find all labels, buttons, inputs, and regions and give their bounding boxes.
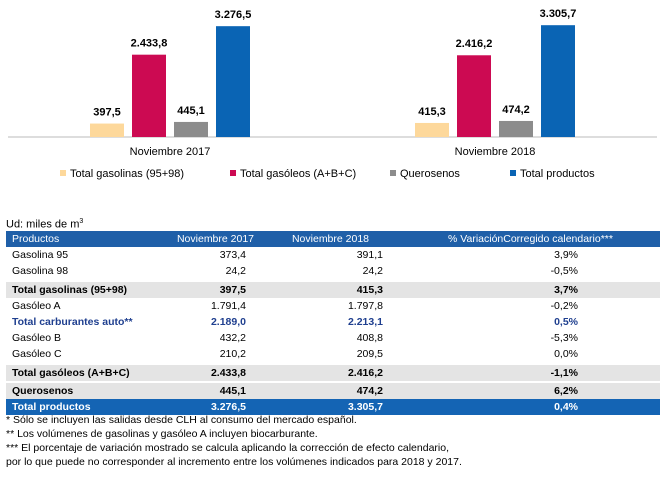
table-cell: 415,3 bbox=[260, 279, 395, 298]
table-cell: -5,3% bbox=[550, 332, 578, 345]
value-label: 2.433,8 bbox=[131, 38, 168, 50]
table-cell: -0,5% bbox=[550, 265, 578, 278]
table-cell: 391,1 bbox=[356, 249, 383, 262]
table-cell: 3.305,7 bbox=[260, 398, 395, 416]
header-cell: Noviembre 2017 bbox=[165, 231, 260, 248]
legend-label: Total gasóleos (A+B+C) bbox=[240, 168, 356, 180]
bar bbox=[457, 55, 491, 137]
table-cell: Total carburantes auto** bbox=[12, 316, 133, 329]
bar bbox=[216, 26, 250, 137]
note: *** El porcentaje de variación mostrado … bbox=[6, 442, 450, 454]
table-cell: 0,4% bbox=[395, 398, 660, 416]
legend-label: Querosenos bbox=[400, 168, 460, 180]
table-cell: 2.213,1 bbox=[347, 316, 383, 329]
table-row: Total gasóleos (A+B+C) 2.433,8 2.416,2 -1,1… bbox=[6, 362, 660, 382]
table-cell: 24,2 bbox=[362, 265, 383, 278]
value-label: 397,5 bbox=[93, 106, 121, 118]
table-row: Gasolina 95 373,4 391,1 3,9% bbox=[6, 247, 660, 263]
table-cell: Total gasolinas (95+98) bbox=[6, 279, 165, 298]
header-cell: % VariaciónCorregido calendario*** bbox=[395, 231, 660, 248]
unit-sup: 3 bbox=[79, 218, 84, 225]
table-row: Gasolina 98 24,2 24,2 -0,5% bbox=[6, 263, 660, 280]
table-cell: Gasolina 95 bbox=[12, 249, 69, 262]
bar bbox=[415, 122, 449, 137]
bar bbox=[499, 120, 533, 137]
legend-label: Total productos bbox=[520, 168, 595, 180]
table-cell: 3,9% bbox=[554, 249, 578, 262]
table-cell: -0,2% bbox=[550, 299, 578, 312]
table-cell: 1.791,4 bbox=[210, 299, 246, 312]
table-cell: 373,4 bbox=[219, 249, 246, 262]
table-cell: 1.797,8 bbox=[347, 299, 383, 312]
unit: Ud: miles de m3 bbox=[6, 218, 83, 231]
table-cell: 2.433,8 bbox=[165, 362, 260, 382]
table-row: Querosenos 445,1 474,2 6,2% bbox=[6, 380, 660, 399]
table-row: Gasóleo A 1.791,4 1.797,8 -0,2% bbox=[6, 298, 660, 314]
bar bbox=[132, 54, 166, 137]
legend-swatch bbox=[510, 170, 516, 176]
legend-swatch bbox=[390, 170, 396, 176]
table-cell: Total gasóleos (A+B+C) bbox=[6, 362, 165, 382]
table-cell: 2.416,2 bbox=[260, 362, 395, 382]
table-row: Gasóleo B 432,2 408,8 -5,3% bbox=[6, 330, 660, 346]
note: ** Los volúmenes de gasolinas y gasóleo … bbox=[6, 428, 318, 440]
table-cell: 209,5 bbox=[356, 348, 383, 361]
table-cell: Gasóleo C bbox=[12, 348, 62, 361]
bar bbox=[174, 121, 208, 137]
table-cell: 397,5 bbox=[165, 279, 260, 298]
legend-swatch bbox=[60, 170, 66, 176]
table-row: Gasóleo C 210,2 209,5 0,0% bbox=[6, 346, 660, 363]
table-cell: 3,7% bbox=[395, 279, 660, 298]
legend-swatch bbox=[230, 170, 236, 176]
header-cell: Noviembre 2018 bbox=[260, 231, 395, 248]
table-cell: 445,1 bbox=[165, 380, 260, 399]
table-row: Total gasolinas (95+98) 397,5 415,3 3,7% bbox=[6, 279, 660, 298]
table-cell: Gasóleo A bbox=[12, 299, 61, 312]
value-label: 415,3 bbox=[418, 106, 446, 118]
table-cell: 6,2% bbox=[395, 380, 660, 399]
x-tick-label: Noviembre 2017 bbox=[130, 146, 211, 158]
value-label: 3.305,7 bbox=[540, 8, 577, 20]
table-cell: 3.276,5 bbox=[165, 398, 260, 416]
table: Productos Noviembre 2017 Noviembre 2018% V… bbox=[6, 231, 660, 416]
table-cell: 0,5% bbox=[554, 316, 578, 329]
unit-text: Ud: miles de m bbox=[6, 218, 80, 231]
note: por lo que puede no corresponder al incr… bbox=[6, 456, 462, 468]
table-row: Total productos 3.276,5 3.305,7 0,4% bbox=[6, 398, 660, 416]
x-tick-label: Noviembre 2018 bbox=[455, 146, 536, 158]
table-cell: Gasóleo B bbox=[12, 332, 62, 345]
value-label: 3.276,5 bbox=[215, 9, 252, 21]
bar bbox=[90, 123, 124, 137]
table-row: Total carburantes auto** 2.189,0 2.213,1 0,… bbox=[6, 314, 660, 330]
note: * Sólo se incluyen las salidas desde CLH… bbox=[6, 414, 357, 426]
bar bbox=[541, 25, 575, 137]
table-cell: 0,0% bbox=[554, 348, 578, 361]
legend-label: Total gasolinas (95+98) bbox=[70, 168, 184, 180]
table-cell: Total productos bbox=[6, 398, 165, 416]
chart: Noviembre 2017 397,5 2.433,8 445,1 3.276,5 No… bbox=[8, 8, 657, 180]
notes: * Sólo se incluyen las salidas desde CLH… bbox=[6, 413, 462, 469]
table-cell: 432,2 bbox=[219, 332, 246, 345]
table-cell: -1,1% bbox=[395, 362, 660, 382]
table-cell: 24,2 bbox=[225, 265, 246, 278]
value-label: 2.416,2 bbox=[456, 38, 493, 50]
header-cell: Productos bbox=[6, 231, 165, 248]
table-cell: 408,8 bbox=[356, 332, 383, 345]
table-cell: Querosenos bbox=[6, 380, 165, 399]
value-label: 445,1 bbox=[177, 105, 205, 117]
header-row: Productos Noviembre 2017 Noviembre 2018% V… bbox=[6, 231, 660, 248]
value-label: 474,2 bbox=[502, 104, 530, 116]
table-cell: 474,2 bbox=[260, 380, 395, 399]
table-cell: 2.189,0 bbox=[210, 316, 246, 329]
table-cell: 210,2 bbox=[219, 348, 246, 361]
table-cell: Gasolina 98 bbox=[12, 265, 69, 278]
